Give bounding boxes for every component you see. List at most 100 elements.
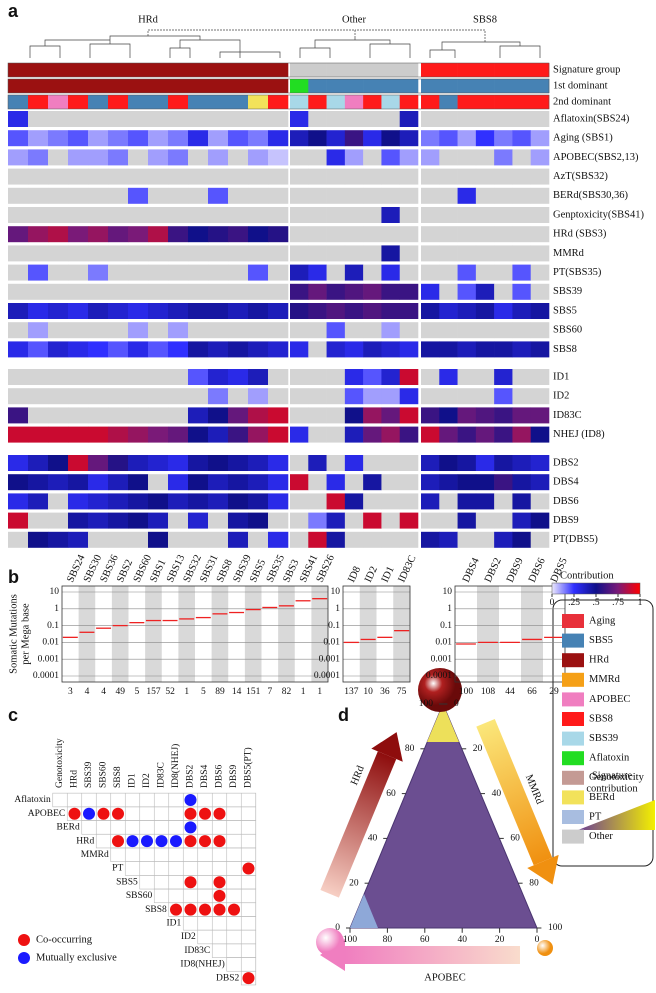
association-dot (242, 862, 255, 875)
heat-cell (512, 512, 532, 529)
heat-cell (148, 455, 169, 471)
heat-cell (326, 245, 346, 262)
heat-cell (188, 111, 209, 127)
heat-cell (290, 322, 309, 339)
heat-cell (268, 264, 289, 281)
row-label: Aflatoxin(SBS24) (553, 113, 630, 124)
heat-cell (344, 455, 364, 471)
heat-cell (363, 187, 382, 204)
category-cell (399, 95, 419, 109)
y-tick-label: 1 (335, 604, 340, 614)
heat-cell (475, 369, 495, 385)
category-cell (108, 95, 129, 109)
heat-cell (228, 512, 249, 529)
ternary-tick-label: 40 (492, 789, 502, 799)
heat-cell (475, 407, 495, 424)
heat-cell (381, 207, 401, 223)
heat-cell (148, 493, 169, 510)
row-label: APOBEC(SBS2,13) (553, 152, 639, 163)
row-label: HRd (SBS3) (553, 229, 607, 240)
colorbar-tick-label: 1 (638, 598, 643, 608)
heat-cell (457, 426, 477, 443)
heat-cell (68, 512, 89, 529)
heat-cell (530, 245, 550, 262)
heat-cell (208, 207, 229, 223)
heat-cell (208, 341, 229, 358)
heat-cell (399, 341, 419, 358)
row-label: SBS5 (553, 305, 577, 316)
association-dot (228, 903, 240, 916)
heat-cell (308, 283, 327, 300)
heat-cell (512, 455, 532, 471)
heat-cell (148, 168, 169, 185)
heat-cell (421, 226, 440, 243)
heat-cell (512, 303, 532, 319)
heat-cell (457, 264, 477, 281)
category-cell (381, 95, 401, 109)
category-cell (108, 63, 129, 77)
category-cell (188, 79, 209, 93)
category-cell (248, 79, 269, 93)
heat-cell (188, 388, 209, 405)
y-label: per Mega base (20, 603, 31, 665)
heat-cell (494, 226, 513, 243)
heat-cell (457, 388, 477, 405)
heat-cell (28, 455, 49, 471)
heat-cell (8, 455, 29, 471)
heat-cell (399, 207, 419, 223)
category-cell (228, 79, 249, 93)
heat-cell (28, 264, 49, 281)
heat-cell (399, 455, 419, 471)
category-cell (439, 95, 458, 109)
heat-cell (188, 264, 209, 281)
row-label: MMRd (81, 850, 109, 860)
panel-label: c (8, 705, 18, 725)
category-cell (148, 79, 169, 93)
association-dot (184, 794, 197, 806)
association-dot (184, 807, 197, 820)
legend-title: Contribution (560, 570, 614, 581)
heat-cell (290, 168, 309, 185)
heat-cell (381, 493, 401, 510)
heat-cell (457, 130, 477, 147)
association-dot (213, 835, 226, 848)
heat-cell (48, 264, 69, 281)
heat-cell (308, 226, 327, 243)
association-dot (112, 835, 124, 848)
ternary-tick-label: 0 (454, 699, 459, 709)
heat-cell (421, 303, 440, 319)
heat-cell (28, 168, 49, 185)
category-cell (421, 63, 440, 77)
heat-cell (439, 283, 458, 300)
colorbar-tick-label: .25 (568, 598, 580, 608)
heat-cell (248, 426, 269, 443)
heat-cell (28, 388, 49, 405)
heat-cell (439, 130, 458, 147)
heat-cell (530, 264, 550, 281)
heat-cell (268, 493, 289, 510)
heat-cell (326, 187, 346, 204)
heat-cell (8, 207, 29, 223)
heat-cell (512, 130, 532, 147)
heat-cell (475, 187, 495, 204)
count-label: 3 (68, 687, 73, 697)
stripe (393, 586, 410, 682)
heat-cell (248, 341, 269, 358)
heat-cell (363, 303, 382, 319)
category-cell (530, 79, 550, 93)
heat-cell (457, 341, 477, 358)
heat-cell (399, 168, 419, 185)
row-frame (7, 62, 550, 78)
category-cell (48, 95, 69, 109)
heat-cell (228, 455, 249, 471)
facet-frame (61, 585, 329, 683)
heat-cell (308, 303, 327, 319)
heat-cell (168, 474, 189, 491)
heat-cell (88, 303, 109, 319)
heat-cell (128, 283, 149, 300)
legend-box (552, 599, 654, 867)
row-label: DBS2 (553, 457, 579, 468)
count-label: 1 (184, 687, 189, 697)
heat-cell (28, 283, 49, 300)
heat-cell (148, 264, 169, 281)
